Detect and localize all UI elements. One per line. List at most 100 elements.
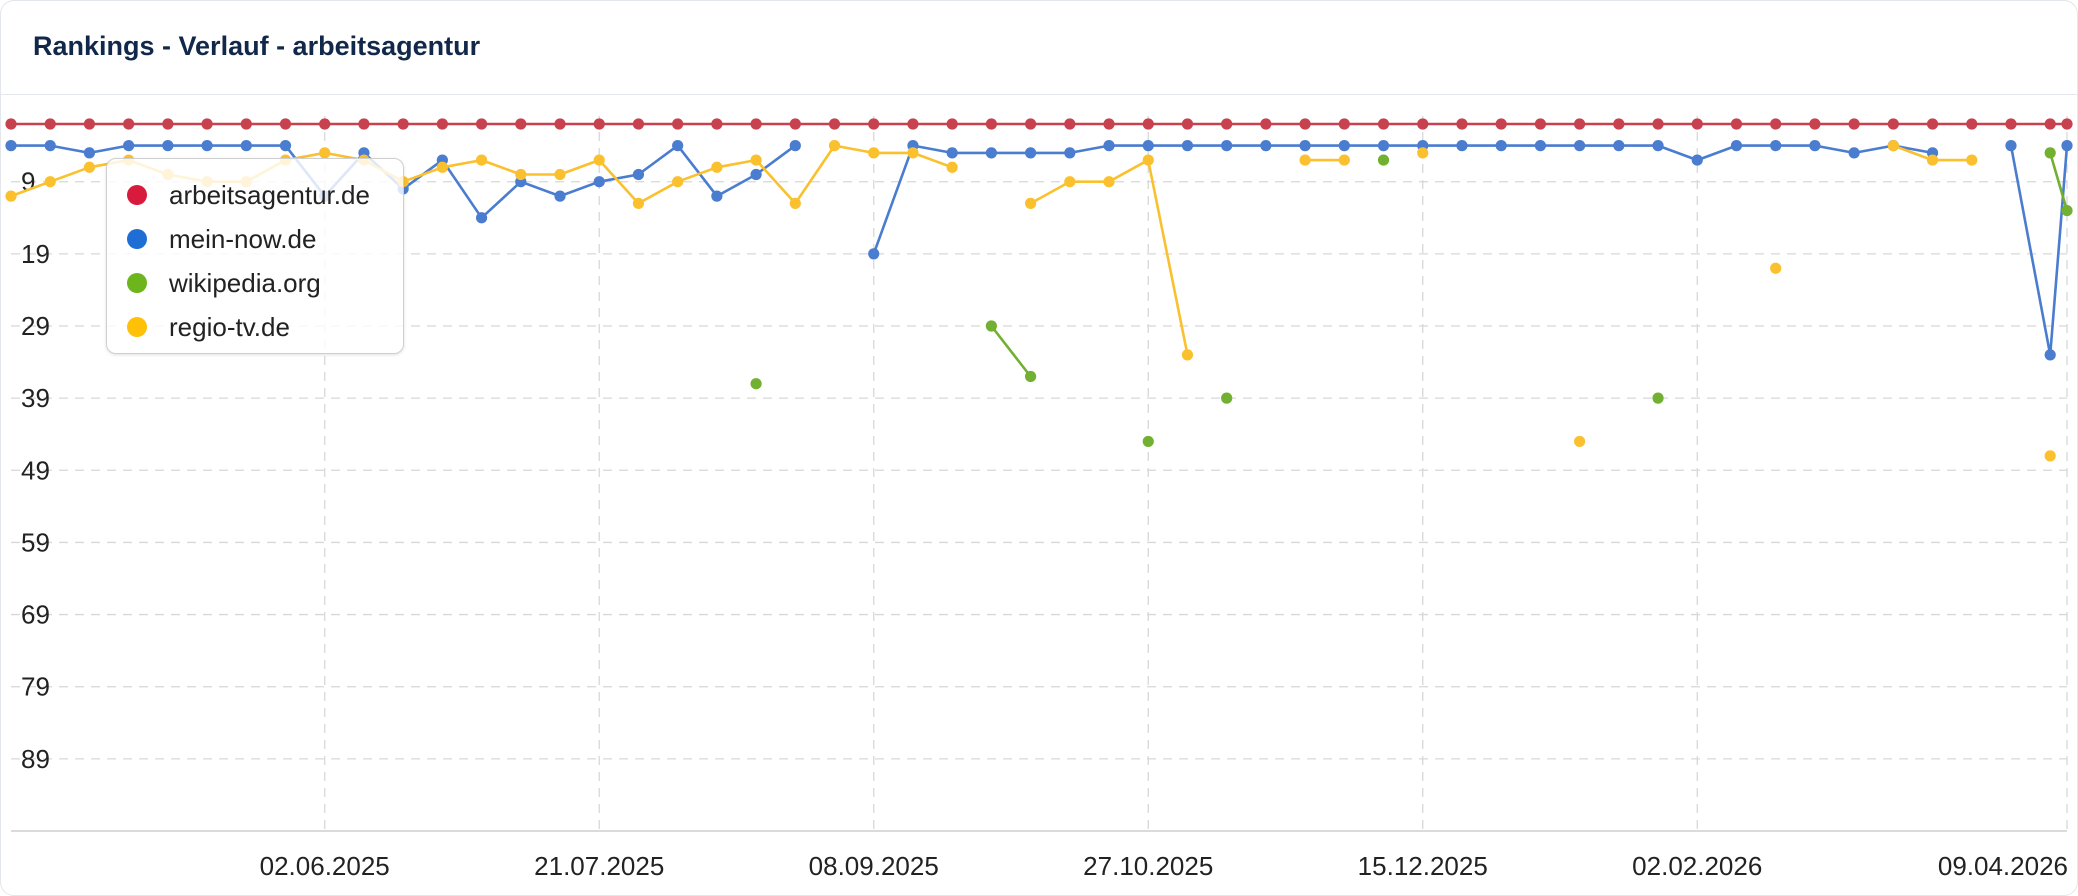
- data-point[interactable]: [1613, 118, 1625, 130]
- data-point[interactable]: [2061, 204, 2073, 217]
- data-point[interactable]: [868, 118, 880, 130]
- data-point[interactable]: [1966, 154, 1978, 166]
- data-point[interactable]: [201, 118, 213, 130]
- data-point[interactable]: [554, 190, 566, 202]
- data-point[interactable]: [162, 118, 174, 130]
- data-point[interactable]: [1221, 118, 1233, 130]
- data-point[interactable]: [1770, 262, 1782, 274]
- data-point[interactable]: [1181, 118, 1194, 130]
- data-point[interactable]: [1652, 118, 1664, 130]
- data-point[interactable]: [475, 118, 488, 130]
- data-point[interactable]: [1730, 118, 1743, 130]
- data-point[interactable]: [632, 168, 645, 181]
- data-point[interactable]: [2005, 118, 2017, 130]
- data-point[interactable]: [5, 118, 17, 130]
- data-point[interactable]: [1770, 118, 1782, 130]
- data-point[interactable]: [554, 168, 566, 181]
- data-point[interactable]: [1574, 118, 1586, 130]
- data-point[interactable]: [1887, 140, 1899, 152]
- data-point[interactable]: [789, 197, 801, 209]
- data-point[interactable]: [1966, 118, 1978, 130]
- data-point[interactable]: [1299, 118, 1311, 130]
- data-point[interactable]: [1103, 176, 1115, 188]
- data-point[interactable]: [946, 118, 958, 130]
- data-point[interactable]: [1534, 118, 1546, 130]
- data-point[interactable]: [1495, 140, 1507, 152]
- data-point[interactable]: [1299, 140, 1311, 152]
- data-point[interactable]: [1417, 147, 1429, 159]
- data-point[interactable]: [1377, 154, 1390, 166]
- data-point[interactable]: [1064, 147, 1076, 159]
- data-point[interactable]: [2005, 140, 2017, 152]
- data-point[interactable]: [1730, 140, 1743, 152]
- data-point[interactable]: [5, 140, 17, 152]
- data-point[interactable]: [711, 190, 723, 202]
- data-point[interactable]: [672, 140, 684, 152]
- data-point[interactable]: [1024, 197, 1037, 209]
- data-point[interactable]: [279, 140, 292, 152]
- data-point[interactable]: [1103, 118, 1115, 130]
- data-point[interactable]: [1260, 118, 1272, 130]
- data-point[interactable]: [2044, 147, 2056, 159]
- data-point[interactable]: [750, 118, 762, 130]
- data-point[interactable]: [672, 176, 684, 188]
- data-point[interactable]: [162, 140, 174, 152]
- data-point[interactable]: [1142, 118, 1154, 130]
- data-point[interactable]: [1456, 118, 1468, 130]
- data-point[interactable]: [436, 118, 448, 130]
- data-point[interactable]: [83, 161, 96, 173]
- data-point[interactable]: [1809, 118, 1821, 130]
- data-point[interactable]: [515, 168, 527, 181]
- data-point[interactable]: [319, 147, 331, 159]
- legend-item-arbeitsagentur[interactable]: arbeitsagentur.de: [107, 173, 403, 217]
- data-point[interactable]: [1809, 140, 1821, 152]
- data-point[interactable]: [632, 118, 645, 130]
- data-point[interactable]: [2061, 118, 2073, 130]
- legend-item-regio-tv[interactable]: regio-tv.de: [107, 305, 403, 349]
- data-point[interactable]: [201, 140, 213, 152]
- data-point[interactable]: [83, 147, 96, 159]
- data-point[interactable]: [1848, 118, 1860, 130]
- data-point[interactable]: [711, 161, 723, 173]
- data-point[interactable]: [1142, 154, 1154, 166]
- data-point[interactable]: [2061, 140, 2073, 152]
- data-point[interactable]: [397, 118, 409, 130]
- data-point[interactable]: [1652, 140, 1664, 152]
- data-point[interactable]: [554, 118, 566, 130]
- data-point[interactable]: [1926, 118, 1939, 130]
- data-point[interactable]: [240, 140, 252, 152]
- data-point[interactable]: [279, 118, 292, 130]
- data-point[interactable]: [2044, 118, 2056, 130]
- data-point[interactable]: [515, 118, 527, 130]
- data-point[interactable]: [1613, 140, 1625, 152]
- data-point[interactable]: [1299, 154, 1311, 166]
- data-point[interactable]: [5, 190, 17, 202]
- data-point[interactable]: [1926, 154, 1939, 166]
- data-point[interactable]: [475, 154, 488, 166]
- data-point[interactable]: [1064, 176, 1076, 188]
- data-point[interactable]: [632, 197, 645, 209]
- data-point[interactable]: [985, 118, 997, 130]
- data-point[interactable]: [358, 118, 370, 130]
- data-point[interactable]: [946, 161, 958, 173]
- data-point[interactable]: [1574, 140, 1586, 152]
- data-point[interactable]: [1221, 140, 1233, 152]
- data-point[interactable]: [123, 140, 135, 152]
- data-point[interactable]: [1221, 392, 1233, 404]
- data-point[interactable]: [1377, 140, 1390, 152]
- data-point[interactable]: [750, 168, 762, 181]
- data-point[interactable]: [1338, 118, 1350, 130]
- data-point[interactable]: [123, 118, 135, 130]
- data-point[interactable]: [711, 118, 723, 130]
- data-point[interactable]: [1691, 154, 1703, 166]
- data-point[interactable]: [828, 118, 841, 130]
- data-point[interactable]: [2044, 450, 2056, 462]
- data-point[interactable]: [1534, 140, 1546, 152]
- data-point[interactable]: [44, 118, 56, 130]
- data-point[interactable]: [1024, 147, 1037, 159]
- data-point[interactable]: [436, 161, 448, 173]
- data-point[interactable]: [907, 147, 919, 159]
- data-point[interactable]: [593, 176, 605, 188]
- data-point[interactable]: [750, 154, 762, 166]
- data-point[interactable]: [1652, 392, 1664, 404]
